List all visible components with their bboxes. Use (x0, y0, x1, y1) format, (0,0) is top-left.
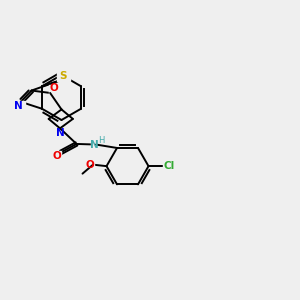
Text: N: N (56, 128, 64, 138)
Polygon shape (49, 85, 58, 94)
Text: N: N (90, 140, 99, 149)
Polygon shape (86, 161, 94, 169)
Polygon shape (56, 129, 64, 137)
Text: S: S (60, 71, 67, 81)
Text: N: N (14, 101, 23, 111)
Polygon shape (12, 101, 26, 112)
Polygon shape (91, 140, 104, 149)
Text: O: O (85, 160, 94, 170)
Polygon shape (57, 70, 70, 81)
Text: O: O (49, 83, 58, 93)
Polygon shape (52, 152, 61, 159)
Text: Cl: Cl (164, 161, 175, 171)
Text: O: O (52, 151, 61, 161)
Text: H: H (98, 136, 105, 145)
Polygon shape (163, 162, 176, 170)
